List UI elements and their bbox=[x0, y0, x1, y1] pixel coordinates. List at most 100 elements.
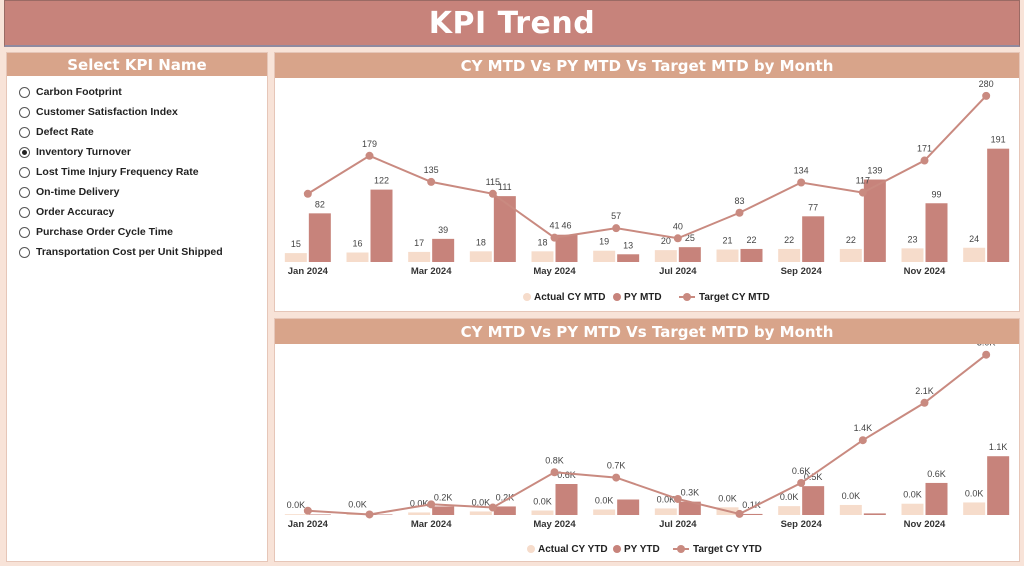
py-data-label: 0.2K bbox=[496, 492, 515, 502]
radio-unchecked-icon[interactable] bbox=[19, 126, 30, 138]
actual-data-label: 17 bbox=[414, 238, 424, 248]
x-tick-label: Jan 2024 bbox=[288, 519, 329, 530]
kpi-option[interactable]: On-time Delivery bbox=[19, 182, 267, 202]
actual-data-label: 18 bbox=[476, 237, 486, 247]
actual-data-label: 19 bbox=[599, 237, 609, 247]
target-point bbox=[427, 500, 436, 509]
actual-data-label: 21 bbox=[722, 236, 732, 246]
py-bar bbox=[678, 501, 701, 515]
target-point bbox=[303, 189, 312, 198]
actual-data-label: 0.0K bbox=[595, 495, 614, 505]
target-data-label: 117 bbox=[856, 176, 870, 186]
py-data-label: 39 bbox=[438, 225, 448, 235]
actual-bar bbox=[469, 511, 492, 515]
target-point bbox=[920, 156, 929, 165]
kpi-option-label: Defect Rate bbox=[36, 126, 94, 138]
py-data-label: 0.6K bbox=[557, 470, 576, 480]
kpi-option-label: On-time Delivery bbox=[36, 186, 120, 198]
kpi-option-label: Inventory Turnover bbox=[36, 146, 131, 158]
x-tick-label: Jul 2024 bbox=[659, 266, 697, 277]
py-bar bbox=[617, 499, 640, 515]
actual-bar bbox=[469, 251, 492, 262]
actual-bar bbox=[963, 502, 986, 515]
actual-data-label: 0.0K bbox=[718, 493, 737, 503]
actual-bar bbox=[839, 248, 862, 262]
py-data-label: 0.5K bbox=[804, 472, 823, 482]
kpi-option-label: Order Accuracy bbox=[36, 206, 115, 218]
py-bar bbox=[925, 203, 948, 262]
py-data-label: 22 bbox=[746, 235, 756, 245]
py-data-label: 77 bbox=[808, 202, 818, 212]
kpi-option[interactable]: Lost Time Injury Frequency Rate bbox=[19, 162, 267, 182]
x-tick-label: Nov 2024 bbox=[904, 519, 946, 530]
radio-unchecked-icon[interactable] bbox=[19, 206, 30, 218]
actual-data-label: 16 bbox=[352, 239, 362, 249]
actual-data-label: 0.0K bbox=[287, 500, 306, 510]
x-tick-label: May 2024 bbox=[533, 266, 576, 277]
target-point bbox=[797, 478, 806, 487]
legend-marker bbox=[613, 293, 621, 301]
kpi-option[interactable]: Carbon Footprint bbox=[19, 82, 267, 102]
actual-bar bbox=[654, 508, 677, 515]
py-bar bbox=[863, 179, 886, 262]
radio-unchecked-icon[interactable] bbox=[19, 106, 30, 118]
kpi-option[interactable]: Inventory Turnover bbox=[19, 142, 267, 162]
py-data-label: 139 bbox=[867, 166, 882, 176]
radio-unchecked-icon[interactable] bbox=[19, 186, 30, 198]
target-point bbox=[858, 188, 867, 197]
target-point bbox=[550, 233, 559, 242]
page-header: KPI Trend bbox=[4, 0, 1020, 47]
py-bar bbox=[555, 484, 578, 515]
py-bar bbox=[493, 506, 516, 515]
ytd-chart-panel: CY MTD Vs PY MTD Vs Target MTD by Month … bbox=[274, 318, 1020, 562]
target-point bbox=[797, 178, 806, 187]
py-bar bbox=[802, 216, 825, 262]
py-data-label: 99 bbox=[931, 189, 941, 199]
actual-bar bbox=[839, 504, 862, 515]
kpi-slicer: Select KPI Name Carbon Footprint Customer… bbox=[6, 52, 268, 562]
target-point bbox=[303, 506, 312, 515]
py-data-label: 25 bbox=[685, 233, 695, 243]
target-data-label: 171 bbox=[917, 144, 932, 154]
py-bar bbox=[863, 513, 886, 515]
target-data-label: 2.1K bbox=[915, 386, 934, 396]
radio-unchecked-icon[interactable] bbox=[19, 226, 30, 238]
kpi-option[interactable]: Defect Rate bbox=[19, 122, 267, 142]
actual-bar bbox=[593, 250, 616, 262]
py-bar bbox=[617, 254, 640, 262]
legend-label: PY YTD bbox=[624, 544, 660, 555]
target-point bbox=[612, 224, 621, 233]
legend-label: Target CY MTD bbox=[699, 292, 770, 303]
radio-unchecked-icon[interactable] bbox=[19, 166, 30, 178]
actual-bar bbox=[346, 252, 369, 262]
target-point bbox=[365, 510, 374, 519]
target-point bbox=[858, 436, 867, 445]
target-data-label: 41 bbox=[549, 221, 559, 231]
py-data-label: 82 bbox=[315, 199, 325, 209]
actual-bar bbox=[284, 253, 307, 262]
x-tick-label: Jul 2024 bbox=[659, 519, 697, 530]
kpi-option[interactable]: Customer Satisfaction Index bbox=[19, 102, 267, 122]
actual-bar bbox=[901, 248, 924, 262]
target-data-label: 135 bbox=[424, 165, 439, 175]
target-point bbox=[982, 91, 991, 100]
py-data-label: 1.1K bbox=[989, 442, 1008, 452]
radio-unchecked-icon[interactable] bbox=[19, 246, 30, 258]
kpi-option[interactable]: Purchase Order Cycle Time bbox=[19, 222, 267, 242]
py-bar bbox=[308, 213, 331, 262]
actual-bar bbox=[901, 503, 924, 515]
kpi-option-label: Lost Time Injury Frequency Rate bbox=[36, 166, 199, 178]
target-data-label: 3.0K bbox=[977, 344, 996, 348]
actual-bar bbox=[716, 249, 739, 262]
target-point bbox=[488, 503, 497, 512]
kpi-option[interactable]: Order Accuracy bbox=[19, 202, 267, 222]
kpi-option[interactable]: Transportation Cost per Unit Shipped bbox=[19, 242, 267, 262]
radio-unchecked-icon[interactable] bbox=[19, 86, 30, 98]
radio-checked-icon[interactable] bbox=[19, 146, 30, 158]
kpi-list: Carbon Footprint Customer Satisfaction In… bbox=[7, 76, 267, 262]
kpi-option-label: Customer Satisfaction Index bbox=[36, 106, 178, 118]
x-tick-label: May 2024 bbox=[533, 519, 576, 530]
py-bar bbox=[987, 148, 1010, 262]
kpi-option-label: Transportation Cost per Unit Shipped bbox=[36, 246, 223, 258]
target-point bbox=[735, 208, 744, 217]
